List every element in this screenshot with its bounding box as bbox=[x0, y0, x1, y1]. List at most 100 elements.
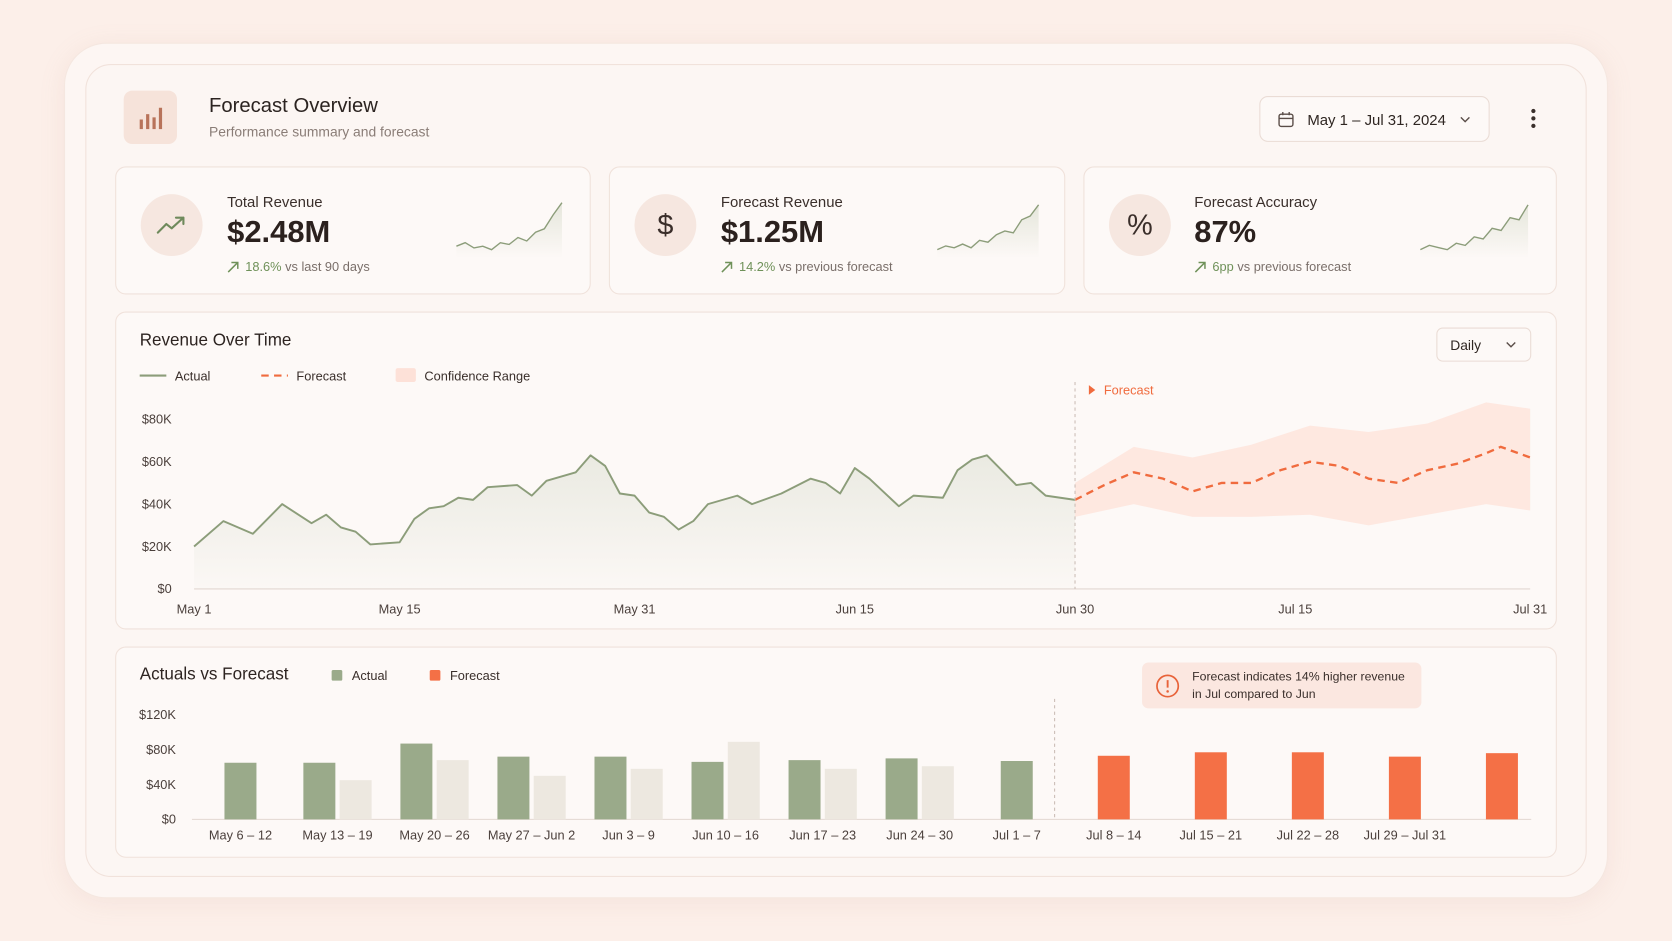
sparkline-area bbox=[1420, 204, 1529, 259]
x-tick-label: Jul 22 – 28 bbox=[1277, 828, 1340, 843]
chart-title: Revenue Over Time bbox=[139, 331, 292, 350]
x-tick-label: Jun 10 – 16 bbox=[692, 828, 759, 843]
kpi-change: 18.6% vs last 90 days bbox=[227, 259, 370, 274]
line bbox=[193, 454, 1076, 548]
bar bbox=[788, 760, 821, 820]
x-tick-label: May 31 bbox=[614, 601, 656, 616]
sparkline bbox=[456, 202, 563, 251]
bar bbox=[224, 762, 257, 820]
kpi-icon: % bbox=[1108, 194, 1171, 257]
bar bbox=[921, 766, 954, 820]
x-tick-label: Jul 8 – 14 bbox=[1086, 828, 1141, 843]
y-tick-label: $80K bbox=[142, 412, 172, 427]
date-picker[interactable]: May 1 – Jul 31, 2024 bbox=[1259, 96, 1490, 142]
kpi-change-text: vs last 90 days bbox=[285, 259, 370, 275]
x-tick-label: Jun 24 – 30 bbox=[886, 828, 953, 843]
kpi-change: 6pp vs previous forecast bbox=[1194, 259, 1351, 274]
chevron bbox=[1506, 341, 1516, 348]
kpi-change-value: 14.2% bbox=[738, 259, 776, 275]
bar bbox=[727, 741, 760, 820]
x-tick-label: Jun 15 bbox=[836, 601, 874, 616]
kpi-change-value: 6pp bbox=[1212, 259, 1234, 275]
forecast-marker bbox=[1088, 385, 1096, 395]
logo-icon bbox=[139, 107, 163, 130]
annotation: Forecast bbox=[1104, 383, 1154, 398]
kpi-icon: $ bbox=[634, 194, 697, 257]
bar bbox=[436, 760, 469, 820]
legend-label: Forecast bbox=[296, 368, 346, 383]
up-arrow bbox=[227, 261, 239, 273]
calendar-icon bbox=[1278, 111, 1294, 127]
kpi-label: Forecast Accuracy bbox=[1194, 193, 1318, 211]
legend-label: Forecast bbox=[450, 668, 500, 683]
sparkline-area bbox=[456, 202, 562, 259]
bar bbox=[303, 762, 336, 820]
page-subtitle: Performance summary and forecast bbox=[209, 123, 430, 140]
bar bbox=[885, 758, 918, 820]
y-tick-label: $80K bbox=[146, 742, 176, 757]
bar bbox=[533, 775, 566, 820]
bar bbox=[1194, 752, 1227, 820]
trend-icon bbox=[156, 216, 185, 234]
legend-swatch bbox=[331, 670, 343, 681]
up-arrow bbox=[721, 261, 733, 273]
y-tick-label: $0 bbox=[162, 812, 176, 827]
sparkline-area bbox=[937, 204, 1039, 259]
x-tick-label: May 6 – 12 bbox=[209, 828, 272, 843]
confidence-band bbox=[1075, 402, 1531, 526]
legend-label: Confidence Range bbox=[424, 368, 530, 383]
date-range: May 1 – Jul 31, 2024 bbox=[1307, 110, 1446, 128]
chevron bbox=[1460, 116, 1470, 123]
chart-title: Actuals vs Forecast bbox=[139, 665, 289, 684]
kpi-change-text: vs previous forecast bbox=[778, 259, 893, 275]
bar bbox=[1000, 761, 1033, 820]
kpi-value: $2.48M bbox=[227, 215, 331, 250]
y-tick-label: $40K bbox=[142, 496, 172, 511]
bar bbox=[1485, 753, 1518, 820]
kpi-label: Total Revenue bbox=[227, 193, 323, 211]
area bbox=[194, 455, 1076, 589]
kpi-value: $1.25M bbox=[720, 215, 824, 250]
legend-swatch bbox=[395, 368, 416, 382]
y-tick-label: $20K bbox=[142, 539, 172, 554]
legend-swatch bbox=[429, 670, 441, 681]
kpi-label: Forecast Revenue bbox=[720, 193, 843, 211]
x-tick-label: Jun 3 – 9 bbox=[602, 828, 655, 843]
bar bbox=[339, 780, 372, 820]
bar bbox=[691, 761, 724, 820]
bar bbox=[824, 768, 857, 820]
interval-value: Daily bbox=[1450, 336, 1482, 353]
kpi-change-value: 18.6% bbox=[245, 259, 282, 275]
bar bbox=[497, 756, 530, 820]
x-tick-label: May 13 – 19 bbox=[302, 828, 372, 843]
x-tick-label: May 20 – 26 bbox=[399, 828, 469, 843]
legend-label: Actual bbox=[352, 668, 388, 683]
x-tick-label: Jul 15 – 21 bbox=[1180, 828, 1243, 843]
kpi-value: 87% bbox=[1194, 215, 1257, 250]
x-tick-label: May 1 bbox=[177, 601, 212, 616]
x-tick-label: Jun 17 – 23 bbox=[789, 828, 856, 843]
alert-icon bbox=[1156, 674, 1180, 698]
bar bbox=[1097, 755, 1130, 820]
x-tick-label: Jul 15 bbox=[1278, 601, 1312, 616]
y-tick-label: $60K bbox=[142, 454, 172, 469]
y-tick-label: $0 bbox=[157, 581, 171, 596]
x-tick-label: Jun 30 bbox=[1056, 601, 1094, 616]
bar bbox=[630, 768, 663, 820]
up-arrow bbox=[1194, 261, 1206, 273]
x-tick-label: Jul 1 – 7 bbox=[993, 828, 1041, 843]
x-tick-label: Jul 29 – Jul 31 bbox=[1364, 828, 1446, 843]
line bbox=[1074, 445, 1531, 501]
sparkline bbox=[1420, 204, 1529, 251]
more-menu[interactable] bbox=[1525, 107, 1542, 133]
callout: Forecast indicates 14% higher revenue in… bbox=[1142, 662, 1422, 709]
sparkline bbox=[937, 204, 1040, 251]
bar bbox=[594, 756, 627, 820]
kpi-change-text: vs previous forecast bbox=[1237, 259, 1352, 275]
bar bbox=[400, 743, 433, 820]
interval-select[interactable]: Daily bbox=[1436, 327, 1532, 362]
kpi-change: 14.2% vs previous forecast bbox=[721, 259, 893, 274]
